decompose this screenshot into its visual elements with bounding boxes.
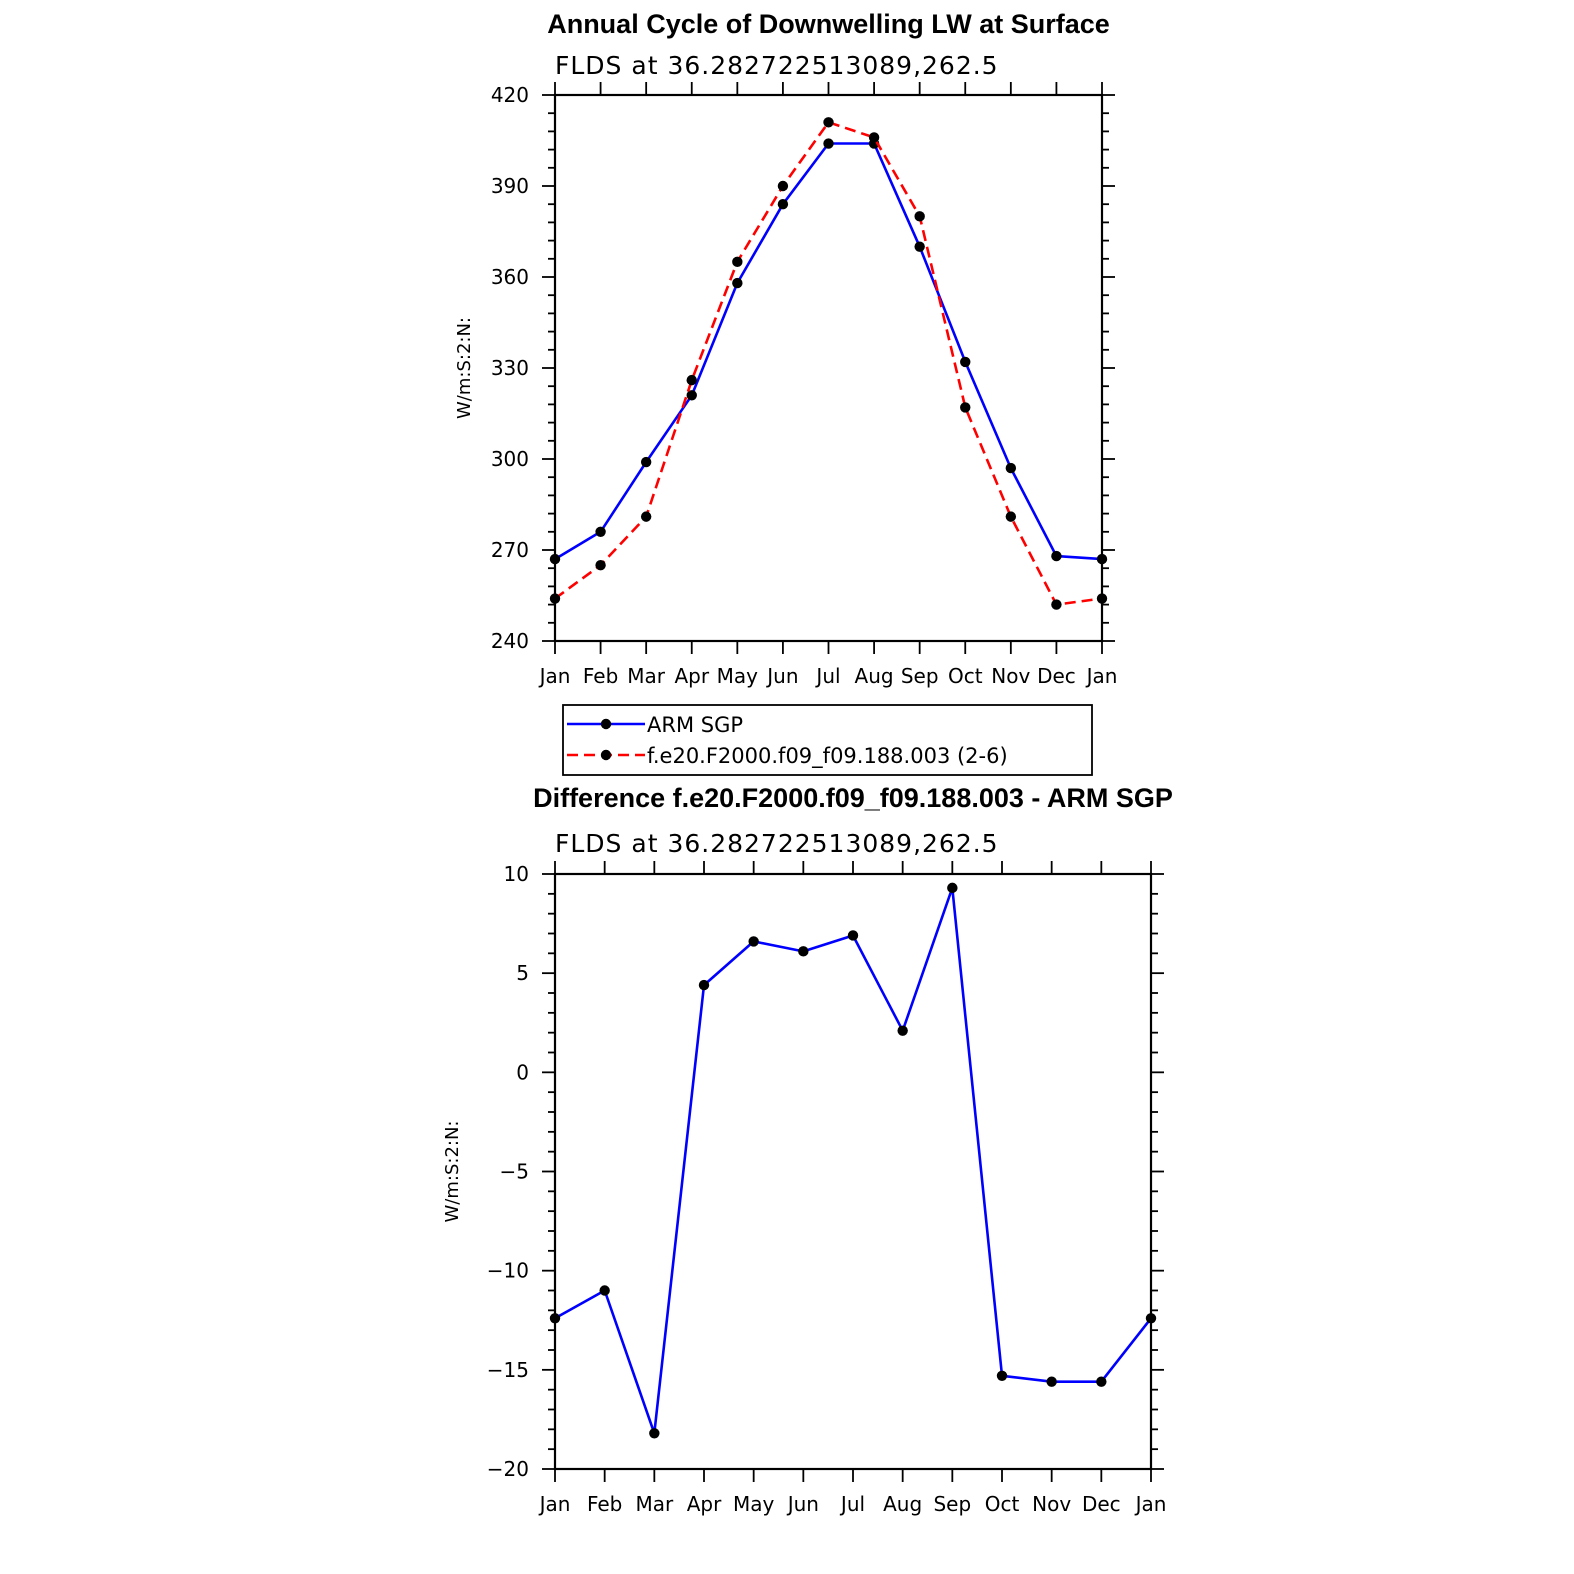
- data-point: [549, 553, 561, 565]
- data-point: [640, 456, 652, 468]
- data-point: [549, 593, 561, 604]
- x-tick-label: Dec: [1082, 1492, 1121, 1516]
- y-tick-label: 0: [516, 1060, 529, 1084]
- data-point: [798, 946, 809, 957]
- data-point: [1096, 553, 1108, 565]
- data-point: [914, 241, 925, 252]
- legend-label: f.e20.F2000.f09_f09.188.003 (2-6): [647, 744, 1008, 769]
- x-tick-label: Jun: [765, 664, 798, 688]
- data-point: [686, 390, 697, 401]
- x-tick-label: Jan: [1134, 1492, 1167, 1516]
- x-tick-label: Oct: [985, 1492, 1020, 1516]
- x-tick-label: Jan: [538, 1492, 571, 1516]
- plot-frame: [553, 93, 1104, 643]
- data-point: [823, 117, 834, 128]
- data-point: [1051, 550, 1062, 562]
- data-point: [1005, 462, 1017, 474]
- data-point: [1046, 1376, 1057, 1387]
- data-point: [732, 277, 743, 289]
- x-tick-label: Dec: [1037, 664, 1076, 688]
- y-tick-label: 420: [491, 83, 529, 107]
- x-tick-label: Aug: [855, 664, 894, 688]
- series-line-1: [554, 886, 1153, 1435]
- data-point: [1096, 593, 1108, 604]
- x-tick-label: May: [733, 1492, 775, 1516]
- x-tick-label: Mar: [635, 1492, 674, 1516]
- y-tick-label: 5: [516, 961, 529, 985]
- data-point: [777, 199, 789, 210]
- data-point: [748, 936, 759, 947]
- data-point: [777, 180, 789, 192]
- y-tick-label: −5: [500, 1160, 529, 1184]
- data-point: [686, 374, 697, 386]
- y-tick-label: 300: [491, 447, 529, 471]
- y-tick-label: −20: [487, 1457, 529, 1481]
- data-point: [1005, 511, 1017, 522]
- x-tick-label: Oct: [948, 664, 983, 688]
- x-tick-label: Nov: [1032, 1492, 1071, 1516]
- data-point: [960, 356, 971, 368]
- legend-label: ARM SGP: [647, 713, 743, 737]
- data-point: [732, 256, 743, 268]
- series-line-1: [554, 142, 1103, 561]
- data-point: [549, 1313, 561, 1324]
- x-tick-label: Sep: [901, 664, 939, 688]
- legend-marker: [600, 718, 612, 730]
- chart-title: Difference f.e20.F2000.f09_f09.188.003 -…: [533, 783, 1173, 813]
- y-tick-label: 240: [491, 629, 529, 653]
- x-tick-label: Nov: [991, 664, 1030, 688]
- data-point: [868, 132, 880, 143]
- y-tick-label: 270: [491, 538, 529, 562]
- x-tick-label: Sep: [933, 1492, 971, 1516]
- y-tick-label: −15: [487, 1358, 529, 1382]
- y-tick-label: 10: [504, 862, 529, 886]
- x-tick-label: Feb: [583, 664, 618, 688]
- series-line-2: [554, 121, 1103, 606]
- data-point: [1096, 1376, 1107, 1387]
- legend-box: [562, 704, 1093, 776]
- x-tick-label: Aug: [883, 1492, 922, 1516]
- y-axis-label: W/m:S:2:N:: [442, 1121, 463, 1223]
- y-tick-label: 390: [491, 174, 529, 198]
- data-point: [649, 1428, 660, 1439]
- x-tick-label: Mar: [627, 664, 666, 688]
- data-point: [640, 511, 652, 522]
- plot-frame: [553, 872, 1153, 1471]
- x-tick-label: Jan: [1085, 664, 1118, 688]
- data-point: [599, 1285, 610, 1296]
- x-tick-label: Jul: [839, 1492, 865, 1516]
- data-point: [914, 211, 925, 222]
- x-tick-label: Jan: [538, 664, 571, 688]
- x-tick-label: Apr: [674, 664, 709, 688]
- data-point: [595, 526, 606, 537]
- data-point: [698, 979, 710, 991]
- data-point: [595, 559, 606, 571]
- data-point: [960, 402, 971, 413]
- chart-panel-2: Difference f.e20.F2000.f09_f09.188.003 -…: [442, 783, 1173, 1516]
- chart-subtitle: FLDS at 36.282722513089,262.5: [555, 51, 999, 80]
- x-tick-label: Jun: [786, 1492, 819, 1516]
- data-point: [897, 1025, 908, 1036]
- x-tick-label: Jul: [814, 664, 840, 688]
- data-point: [823, 138, 834, 149]
- chart-title: Annual Cycle of Downwelling LW at Surfac…: [547, 9, 1110, 39]
- legend-marker: [600, 749, 612, 761]
- data-point: [947, 882, 958, 894]
- y-tick-label: 360: [491, 265, 529, 289]
- legend: ARM SGP f.e20.F2000.f09_f09.188.003 (2-6): [562, 704, 1093, 776]
- data-point: [847, 930, 859, 941]
- y-tick-label: −10: [487, 1259, 529, 1283]
- data-point: [1145, 1313, 1157, 1324]
- x-tick-label: Apr: [687, 1492, 722, 1516]
- y-tick-label: 330: [491, 356, 529, 380]
- x-tick-label: May: [717, 664, 759, 688]
- chart-subtitle: FLDS at 36.282722513089,262.5: [555, 829, 999, 858]
- x-tick-label: Feb: [587, 1492, 622, 1516]
- y-axis-label: W/m:S:2:N:: [454, 317, 475, 419]
- chart-panel-1: Annual Cycle of Downwelling LW at Surfac…: [454, 9, 1118, 776]
- data-point: [996, 1370, 1008, 1381]
- data-point: [1051, 599, 1062, 610]
